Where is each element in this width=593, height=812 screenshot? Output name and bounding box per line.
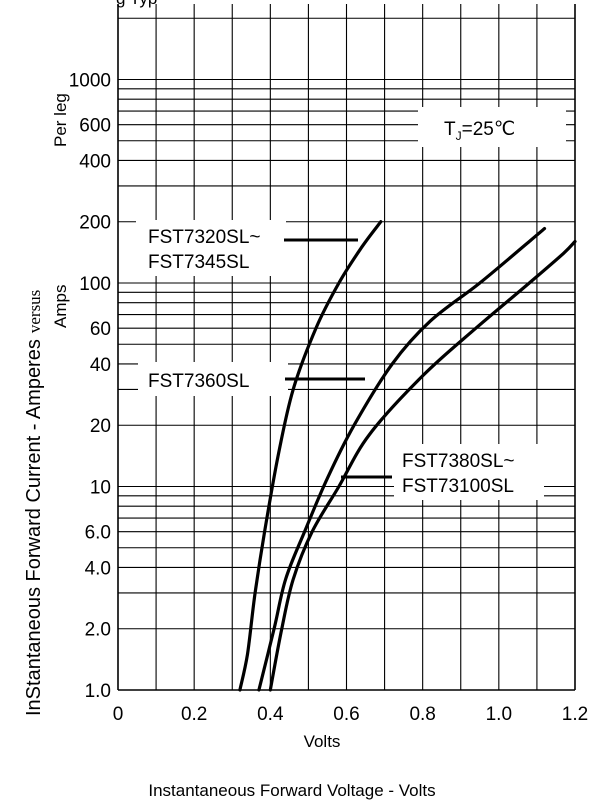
x-tick-label: 0.8 (409, 704, 435, 725)
tj-annotation: TJ=25℃ (444, 119, 515, 143)
series-label-1-line-2: FST7345SL (148, 252, 249, 273)
x-tick-label: 0 (113, 704, 124, 725)
y-axis-label-main: InStantaneous Forward Current - Amperes (23, 339, 45, 716)
y-tick-label: 10 (90, 478, 111, 499)
caption: Instantaneous Forward Voltage - Volts (148, 781, 435, 800)
x-tick-label: 1.2 (562, 704, 588, 725)
y-tick-label: 1.0 (85, 681, 111, 702)
y-tick-label: 400 (79, 151, 111, 172)
y-axis-label-versus: versus (25, 290, 44, 333)
series-label-3-line-2: FST73100SL (402, 476, 514, 497)
y-tick-label: 4.0 (85, 558, 111, 579)
y-tick-label: 20 (90, 416, 111, 437)
x-axis-label: Volts (304, 732, 341, 751)
series-label-1-line-1: FST7320SL~ (148, 227, 261, 248)
tj-annotation-base: T (444, 119, 456, 140)
y-axis-label-per-leg: Per leg (51, 93, 70, 147)
top-cut-text: g Typ (116, 0, 157, 8)
y-tick-label: 2.0 (85, 620, 111, 641)
y-tick-label: 200 (79, 213, 111, 234)
y-tick-label: 40 (90, 355, 111, 376)
tj-annotation-rest: =25℃ (462, 119, 516, 140)
y-axis-label-amps: Amps (51, 285, 70, 328)
y-tick-label: 6.0 (85, 523, 111, 544)
y-tick-label: 100 (79, 274, 111, 295)
y-tick-label: 1000 (69, 71, 111, 92)
series-label-3-line-1: FST7380SL~ (402, 451, 515, 472)
x-tick-label: 0.2 (181, 704, 207, 725)
y-tick-label: 600 (79, 116, 111, 137)
x-tick-label: 1.0 (486, 704, 512, 725)
y-tick-label: 60 (90, 319, 111, 340)
y-axis-label: InStantaneous Forward Current - Amperes v… (23, 290, 45, 716)
series-label-2: FST7360SL (148, 371, 249, 392)
x-tick-label: 0.4 (257, 704, 284, 725)
x-tick-label: 0.6 (333, 704, 359, 725)
